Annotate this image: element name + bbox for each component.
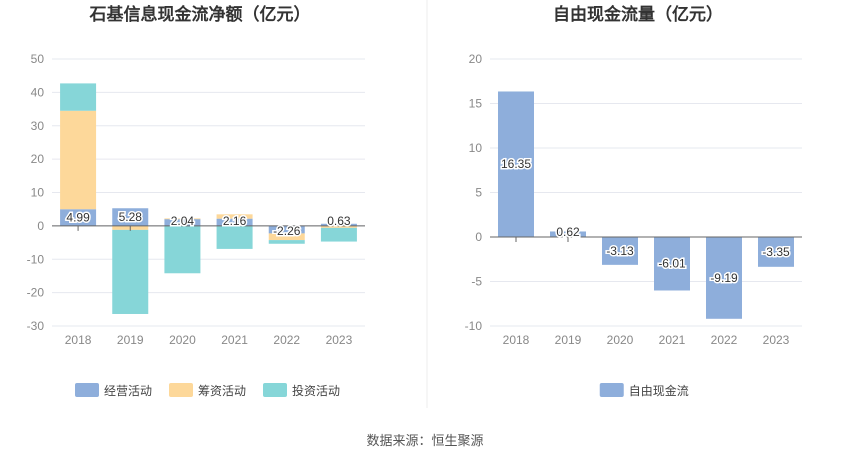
y-tick-label: -5	[471, 275, 482, 289]
y-tick-label: -10	[465, 319, 483, 333]
data-label: -3.13	[606, 244, 634, 258]
bar-free_cash_flow	[654, 237, 690, 291]
y-tick-label: 40	[31, 85, 45, 99]
data-label: 16.35	[501, 157, 531, 171]
bar-investing	[320, 227, 357, 242]
y-tick-label: 30	[31, 119, 45, 133]
data-label: 0.63	[327, 214, 351, 228]
bar-investing	[164, 225, 201, 274]
bar-operating	[268, 225, 305, 234]
data-label: -2.26	[273, 224, 301, 238]
data-label: 2.16	[223, 214, 247, 228]
x-tick-label: 2019	[555, 333, 582, 347]
bar-free_cash_flow	[498, 91, 534, 237]
data-label: 2.04	[171, 214, 195, 228]
chart-title: 石基信息现金流净额（亿元）	[89, 4, 311, 24]
bar-investing	[268, 240, 305, 244]
y-tick-label: -20	[27, 286, 45, 300]
y-tick-label: 20	[31, 152, 45, 166]
bar-operating	[164, 219, 201, 226]
y-tick-label: 15	[469, 97, 483, 111]
chart-title: 自由现金流量（亿元）	[553, 4, 723, 24]
y-tick-label: 5	[475, 186, 482, 200]
bar-free_cash_flow	[602, 237, 638, 265]
data-label: 0.62	[556, 225, 580, 239]
x-tick-label: 2021	[659, 333, 686, 347]
bar-operating	[216, 218, 253, 226]
x-tick-label: 2018	[65, 333, 92, 347]
data-source-note: 数据来源：恒生聚源	[366, 433, 484, 448]
y-tick-label: 50	[31, 52, 45, 66]
data-label: 4.99	[66, 211, 90, 225]
bar-financing	[268, 233, 305, 241]
legend-swatch-free_cash_flow	[599, 383, 624, 397]
bar-financing	[164, 218, 201, 220]
data-label: -9.19	[710, 271, 738, 285]
bar-financing	[320, 225, 357, 228]
y-tick-label: 0	[475, 230, 482, 244]
legend-swatch-operating	[75, 383, 99, 397]
bar-free_cash_flow	[706, 237, 742, 319]
bar-investing	[60, 83, 97, 111]
legend-swatch-investing	[263, 383, 287, 397]
x-tick-label: 2023	[326, 333, 353, 347]
data-label: -6.01	[658, 257, 686, 271]
y-tick-label: 0	[37, 219, 44, 233]
data-label: 5.28	[119, 210, 143, 224]
y-tick-label: 10	[469, 141, 483, 155]
bar-free_cash_flow	[550, 231, 586, 237]
x-tick-label: 2019	[117, 333, 144, 347]
x-tick-label: 2021	[221, 333, 248, 347]
legend-swatch-financing	[169, 383, 193, 397]
bar-investing	[216, 225, 253, 249]
bar-operating	[60, 209, 97, 226]
x-tick-label: 2018	[503, 333, 530, 347]
x-tick-label: 2023	[763, 333, 790, 347]
y-tick-label: 20	[469, 52, 483, 66]
bar-operating	[112, 208, 149, 226]
data-label: -3.35	[762, 245, 790, 259]
bar-financing	[216, 214, 253, 219]
x-tick-label: 2022	[711, 333, 738, 347]
legend-label: 筹资活动	[198, 384, 246, 398]
legend-label: 自由现金流	[629, 383, 689, 398]
bar-investing	[112, 229, 149, 314]
x-tick-label: 2022	[273, 333, 300, 347]
y-tick-label: -10	[27, 252, 45, 266]
legend-label: 经营活动	[104, 384, 152, 398]
y-tick-label: -30	[27, 319, 45, 333]
x-tick-label: 2020	[169, 333, 196, 347]
bar-free_cash_flow	[758, 237, 794, 267]
y-tick-label: 10	[31, 186, 45, 200]
legend-label: 投资活动	[292, 383, 340, 398]
x-tick-label: 2020	[607, 333, 634, 347]
bar-operating	[320, 223, 357, 226]
bar-financing	[60, 110, 97, 210]
